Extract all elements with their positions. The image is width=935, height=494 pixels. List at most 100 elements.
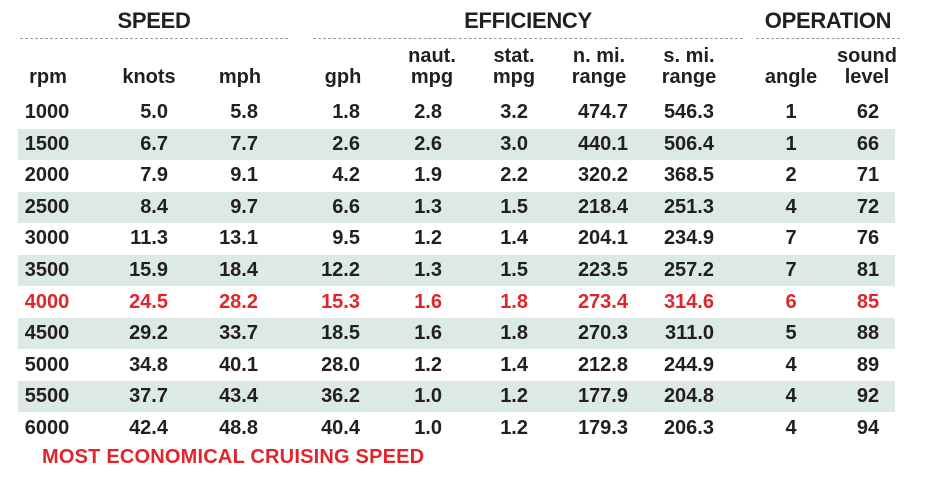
cell-sound: 66	[856, 132, 880, 155]
cell-gph: 9.5	[332, 227, 360, 250]
cell-knots: 34.8	[129, 353, 168, 376]
cell-knots: 7.9	[140, 164, 168, 187]
cell-s-range: 244.9	[663, 353, 714, 376]
cell-sound: 81	[856, 259, 880, 281]
cell-mph: 28.2	[219, 290, 258, 313]
table-row: 2000 7.9 9.1 4.2 1.9 2.2 320.2 368.5 2 71	[18, 160, 895, 191]
cell-s-range: 257.2	[663, 259, 714, 281]
cell-sound: 76	[856, 227, 880, 250]
cell-stat-mpg: 1.2	[500, 385, 528, 408]
table-row: 1000 5.0 5.8 1.8 2.8 3.2 474.7 546.3 1 62	[18, 97, 895, 128]
cell-angle: 1	[785, 101, 797, 123]
cell-sound: 85	[856, 290, 880, 313]
cell-knots: 6.7	[140, 132, 168, 155]
group-header-operation: OPERATION	[756, 8, 900, 39]
cell-sound: 62	[856, 101, 880, 123]
cell-angle: 2	[785, 164, 797, 187]
cell-gph: 40.4	[321, 417, 360, 439]
cell-mph: 13.1	[219, 227, 258, 250]
cell-gph: 28.0	[321, 353, 360, 376]
cell-stat-mpg: 3.0	[500, 132, 528, 155]
cell-n-range: 273.4	[577, 290, 628, 313]
cell-n-range: 179.3	[577, 417, 628, 439]
cell-s-range: 368.5	[663, 164, 714, 187]
footnote: MOST ECONOMICAL CRUISING SPEED	[42, 446, 425, 468]
cell-knots: 15.9	[129, 259, 168, 281]
cell-angle: 7	[785, 259, 797, 281]
table-row: 5000 34.8 40.1 28.0 1.2 1.4 212.8 244.9 4 89	[18, 350, 895, 381]
cell-mph: 33.7	[219, 322, 258, 345]
cell-n-range: 223.5	[577, 259, 628, 281]
col-header-n-mi-range: n. mi. range	[571, 45, 627, 88]
group-title-speed: SPEED	[117, 8, 191, 33]
cell-rpm: 1000	[24, 101, 70, 123]
table-row: 3500 15.9 18.4 12.2 1.3 1.5 223.5 257.2 7 81	[18, 255, 895, 286]
cell-stat-mpg: 1.8	[500, 290, 528, 313]
cell-n-range: 440.1	[577, 132, 628, 155]
cell-mph: 40.1	[219, 353, 258, 376]
cell-angle: 1	[785, 132, 797, 155]
cell-stat-mpg: 2.2	[500, 164, 528, 187]
cell-naut-mpg: 1.2	[414, 353, 442, 376]
cell-s-range: 251.3	[663, 195, 714, 218]
cell-mph: 9.1	[230, 164, 258, 187]
cell-angle: 4	[785, 195, 797, 218]
cell-sound: 92	[856, 385, 880, 408]
group-title-operation: OPERATION	[764, 8, 892, 33]
cell-gph: 36.2	[321, 385, 360, 408]
cell-sound: 88	[856, 322, 880, 345]
cell-knots: 29.2	[129, 322, 168, 345]
cell-rpm: 3500	[24, 259, 70, 281]
col-header-mph: mph	[218, 66, 262, 88]
cell-angle: 4	[785, 353, 797, 376]
cell-stat-mpg: 1.4	[500, 227, 528, 250]
cell-sound: 71	[856, 164, 880, 187]
cell-angle: 7	[785, 227, 797, 250]
cell-s-range: 546.3	[663, 101, 714, 123]
cell-mph: 9.7	[230, 195, 258, 218]
cell-angle: 6	[785, 290, 797, 313]
cell-angle: 5	[785, 322, 797, 345]
cell-rpm: 1500	[24, 132, 70, 155]
table-row: 3000 11.3 13.1 9.5 1.2 1.4 204.1 234.9 7 76	[18, 223, 895, 254]
cell-stat-mpg: 3.2	[500, 101, 528, 123]
cell-rpm: 2500	[24, 195, 70, 218]
col-header-angle: angle	[764, 66, 818, 88]
cell-gph: 15.3	[321, 290, 360, 313]
cell-naut-mpg: 1.2	[414, 227, 442, 250]
table-row: 5500 37.7 43.4 36.2 1.0 1.2 177.9 204.8 4 92	[18, 381, 895, 413]
cell-angle: 4	[785, 385, 797, 408]
cell-mph: 43.4	[219, 385, 258, 408]
cell-knots: 8.4	[140, 195, 168, 218]
cell-naut-mpg: 1.6	[414, 322, 442, 345]
cell-mph: 18.4	[219, 259, 258, 281]
cell-knots: 11.3	[130, 227, 168, 250]
cell-n-range: 177.9	[577, 385, 628, 408]
table-row: 4000 24.5 28.2 15.3 1.6 1.8 273.4 314.6 6 85	[18, 287, 895, 318]
cell-naut-mpg: 1.9	[414, 164, 442, 187]
cell-rpm: 2000	[24, 164, 70, 187]
col-header-knots: knots	[122, 66, 176, 88]
cell-n-range: 218.4	[577, 195, 628, 218]
cell-naut-mpg: 1.0	[414, 417, 442, 439]
cell-naut-mpg: 2.6	[414, 132, 442, 155]
cell-gph: 1.8	[332, 101, 360, 123]
cell-sound: 72	[856, 195, 880, 218]
cell-mph: 5.8	[230, 101, 258, 123]
cell-knots: 5.0	[140, 101, 168, 123]
col-header-gph: gph	[324, 66, 362, 88]
cell-n-range: 212.8	[577, 353, 628, 376]
cell-rpm: 4500	[24, 322, 70, 345]
cell-mph: 7.7	[230, 132, 258, 155]
cell-rpm: 6000	[24, 417, 70, 439]
cell-knots: 37.7	[129, 385, 168, 408]
group-header-speed: SPEED	[20, 8, 288, 39]
group-header-efficiency: EFFICIENCY	[313, 8, 743, 39]
cell-s-range: 204.8	[663, 385, 714, 408]
col-header-s-mi-range: s. mi. range	[661, 45, 717, 88]
group-title-efficiency: EFFICIENCY	[464, 8, 592, 33]
cell-rpm: 5500	[24, 385, 70, 408]
col-header-sound-level: sound level	[837, 45, 897, 88]
cell-stat-mpg: 1.5	[500, 259, 528, 281]
table-row: 4500 29.2 33.7 18.5 1.6 1.8 270.3 311.0 5 88	[18, 318, 895, 350]
